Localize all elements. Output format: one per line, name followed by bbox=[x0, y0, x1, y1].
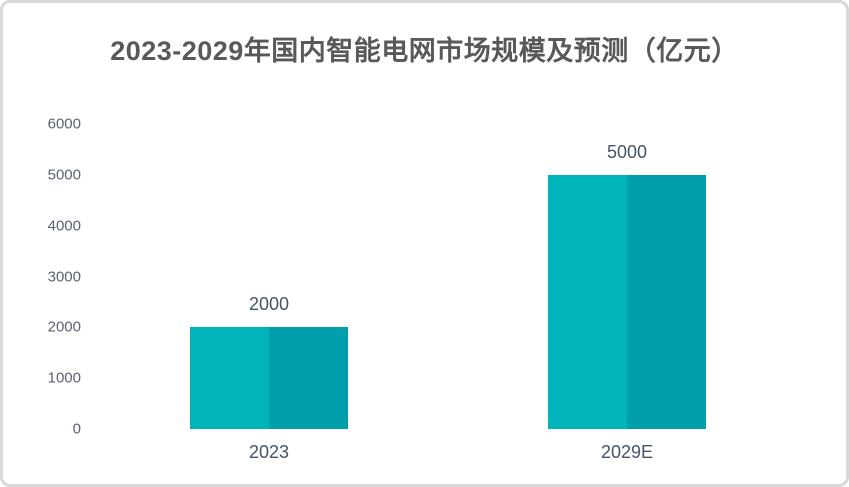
y-axis-tick-3000: 3000 bbox=[47, 268, 81, 285]
bar-2029E bbox=[548, 174, 706, 429]
y-axis-tick-1000: 1000 bbox=[47, 369, 81, 387]
plot-area: 0 1000 2000 3000 4000 5000 6000 2000 2023 5000 202… bbox=[3, 3, 846, 484]
chart-title: 2023-2029年国内智能电网市场规模及预测（亿元） bbox=[110, 36, 739, 66]
y-axis-tick-0: 0 bbox=[72, 420, 81, 438]
bar-2023 bbox=[190, 327, 348, 429]
y-axis-tick-5000: 5000 bbox=[47, 166, 81, 184]
value-label-2029E: 5000 bbox=[606, 141, 648, 162]
category-label-2029E: 2029E bbox=[600, 442, 654, 462]
y-axis-tick-4000: 4000 bbox=[47, 217, 81, 235]
y-axis-tick-6000: 6000 bbox=[47, 115, 81, 133]
category-label-2023: 2023 bbox=[248, 442, 290, 462]
y-axis-tick-2000: 2000 bbox=[47, 318, 81, 336]
value-label-2023: 2000 bbox=[248, 294, 290, 315]
